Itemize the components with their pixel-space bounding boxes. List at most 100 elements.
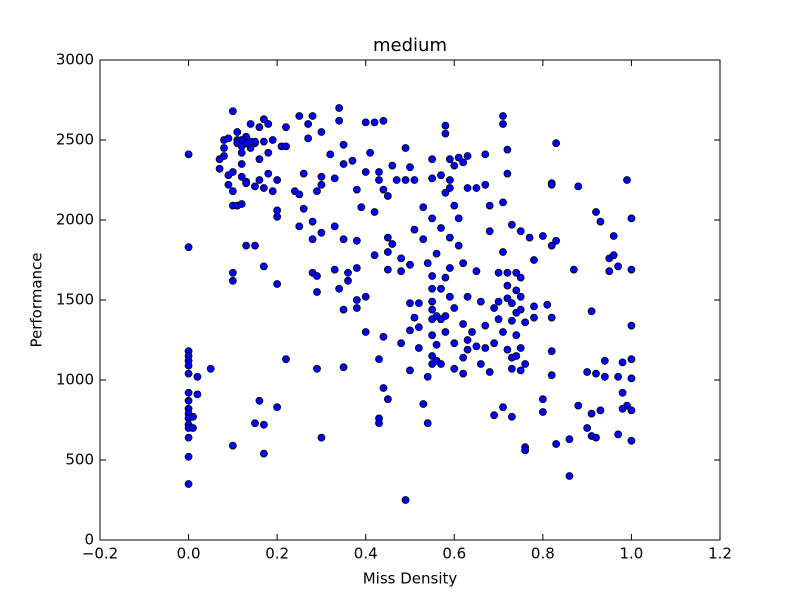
point — [259, 420, 268, 429]
point — [352, 185, 361, 194]
point — [383, 248, 392, 256]
point — [410, 313, 419, 322]
x-tick-label: −0.2 — [82, 545, 118, 563]
point — [335, 104, 344, 112]
point — [423, 372, 432, 381]
x-tick-label: 0.6 — [442, 545, 466, 563]
point — [410, 176, 419, 184]
point — [220, 144, 228, 152]
point — [251, 419, 259, 428]
point — [193, 372, 202, 381]
point — [410, 225, 419, 234]
point — [503, 145, 512, 154]
point — [472, 342, 481, 351]
point — [512, 268, 521, 277]
point — [335, 284, 344, 293]
point — [339, 235, 348, 244]
point — [264, 169, 273, 178]
point — [437, 284, 445, 293]
point — [507, 299, 516, 308]
point — [414, 344, 423, 352]
point — [264, 120, 273, 128]
point — [268, 136, 277, 144]
point — [459, 320, 468, 328]
point — [313, 364, 321, 373]
point — [242, 241, 251, 250]
point — [220, 152, 228, 160]
point — [299, 169, 308, 178]
point — [428, 297, 437, 306]
point — [499, 403, 507, 412]
point — [317, 228, 326, 237]
point — [543, 300, 552, 309]
point — [375, 419, 383, 428]
point — [282, 142, 290, 151]
point — [379, 116, 388, 125]
point — [428, 214, 437, 223]
point — [383, 192, 392, 200]
point — [627, 406, 636, 415]
point — [441, 328, 450, 336]
point — [499, 112, 507, 120]
point — [627, 355, 636, 364]
point — [499, 328, 507, 336]
point — [454, 153, 463, 162]
point — [330, 174, 339, 183]
point — [481, 321, 490, 330]
point — [317, 128, 326, 136]
point — [627, 265, 636, 274]
x-tick-label: 0.8 — [531, 545, 555, 563]
point — [357, 203, 366, 212]
point — [401, 176, 410, 184]
x-tick-label: 0.2 — [265, 545, 289, 563]
point — [516, 305, 525, 314]
point — [481, 180, 490, 189]
point — [259, 262, 268, 271]
point — [441, 121, 450, 130]
point — [375, 168, 383, 176]
point — [463, 336, 472, 344]
point — [547, 241, 556, 250]
point — [623, 176, 631, 184]
point — [383, 265, 392, 274]
point — [339, 305, 348, 314]
point — [313, 187, 321, 196]
point — [392, 176, 401, 184]
point — [481, 344, 490, 352]
point — [494, 268, 503, 277]
point — [370, 251, 379, 260]
point — [282, 355, 290, 364]
point — [419, 235, 428, 244]
point — [215, 164, 224, 173]
point — [383, 395, 392, 404]
point — [494, 315, 503, 324]
point — [264, 148, 273, 157]
point — [592, 433, 600, 442]
point — [512, 352, 521, 360]
point — [406, 163, 414, 172]
y-tick-label: 1000 — [56, 371, 94, 389]
point — [454, 241, 463, 250]
point — [251, 241, 259, 250]
point — [587, 307, 596, 316]
point — [228, 268, 237, 277]
point — [521, 446, 530, 455]
point — [308, 217, 317, 226]
point — [397, 254, 406, 263]
point — [463, 152, 472, 160]
point — [273, 176, 282, 184]
point — [516, 273, 525, 282]
point — [295, 190, 304, 199]
point — [375, 355, 383, 364]
point — [516, 344, 525, 352]
point — [441, 273, 450, 282]
point — [317, 433, 326, 442]
point — [366, 148, 375, 157]
point — [370, 208, 379, 216]
point — [600, 372, 609, 381]
point — [574, 401, 583, 410]
point — [273, 206, 282, 215]
y-tick-label: 0 — [84, 531, 94, 549]
